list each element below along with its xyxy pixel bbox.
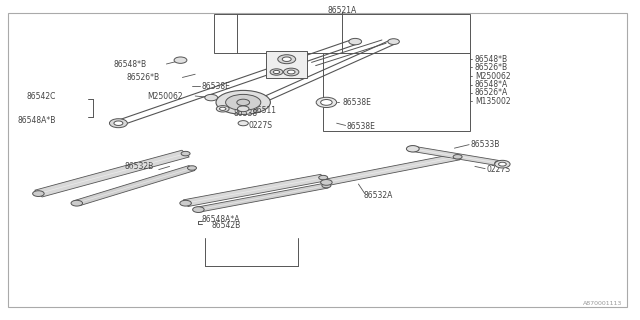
Ellipse shape	[226, 94, 261, 110]
Bar	[214, 14, 470, 53]
Polygon shape	[196, 183, 328, 212]
Text: 86538: 86538	[234, 109, 258, 118]
Text: A870001113: A870001113	[582, 300, 622, 306]
Text: 86548*A: 86548*A	[475, 80, 508, 89]
Polygon shape	[35, 150, 189, 197]
Circle shape	[114, 121, 123, 125]
Text: 86548A*A: 86548A*A	[202, 215, 240, 224]
Circle shape	[181, 151, 190, 156]
Circle shape	[499, 162, 506, 166]
Circle shape	[205, 94, 218, 101]
Circle shape	[193, 207, 204, 212]
Circle shape	[174, 57, 187, 63]
Circle shape	[33, 191, 44, 196]
Circle shape	[321, 180, 332, 185]
Circle shape	[180, 200, 191, 206]
FancyBboxPatch shape	[266, 51, 307, 78]
Text: 86521A: 86521A	[328, 6, 357, 15]
Text: 86548A*B: 86548A*B	[18, 116, 56, 124]
Circle shape	[109, 119, 127, 128]
Circle shape	[188, 166, 196, 170]
Text: 86511: 86511	[253, 106, 277, 115]
Text: M250062: M250062	[475, 72, 511, 81]
Text: 86542C: 86542C	[27, 92, 56, 100]
Text: 86538E: 86538E	[342, 98, 371, 107]
Text: 86548*B: 86548*B	[114, 60, 147, 68]
Text: 86533B: 86533B	[470, 140, 500, 148]
Ellipse shape	[216, 91, 270, 115]
Polygon shape	[74, 165, 195, 206]
Polygon shape	[411, 146, 501, 166]
Circle shape	[237, 106, 249, 112]
Circle shape	[238, 121, 248, 126]
Circle shape	[495, 161, 504, 165]
Circle shape	[319, 175, 328, 180]
Text: M250062: M250062	[147, 92, 183, 100]
Text: 0227S: 0227S	[248, 121, 273, 130]
Text: 86532B: 86532B	[125, 162, 154, 171]
Circle shape	[388, 39, 399, 44]
Text: 86538E: 86538E	[347, 122, 376, 131]
Text: M135002: M135002	[475, 97, 511, 106]
Circle shape	[406, 146, 419, 152]
Text: 86526*A: 86526*A	[475, 88, 508, 97]
Polygon shape	[324, 154, 460, 185]
Text: 86532A: 86532A	[364, 191, 393, 200]
Polygon shape	[183, 174, 326, 206]
Circle shape	[278, 55, 296, 64]
Circle shape	[407, 146, 419, 152]
Circle shape	[287, 70, 295, 74]
Circle shape	[495, 160, 510, 168]
Circle shape	[282, 57, 291, 61]
Circle shape	[237, 99, 250, 106]
Text: 86542B: 86542B	[211, 221, 241, 230]
Circle shape	[284, 68, 299, 76]
Circle shape	[216, 106, 229, 112]
Text: 86538E: 86538E	[202, 82, 230, 91]
Text: 86548*B: 86548*B	[475, 55, 508, 64]
Circle shape	[316, 97, 337, 108]
Circle shape	[273, 70, 280, 74]
Text: 86526*B: 86526*B	[475, 63, 508, 72]
Circle shape	[322, 183, 331, 188]
Circle shape	[321, 100, 332, 105]
Circle shape	[270, 69, 283, 75]
Text: 86526*B: 86526*B	[127, 73, 160, 82]
Circle shape	[453, 155, 462, 159]
Circle shape	[71, 200, 83, 206]
Circle shape	[349, 38, 362, 45]
Circle shape	[112, 120, 125, 126]
Text: 0227S: 0227S	[486, 165, 511, 174]
Circle shape	[220, 107, 226, 110]
Bar	[323, 53, 470, 131]
